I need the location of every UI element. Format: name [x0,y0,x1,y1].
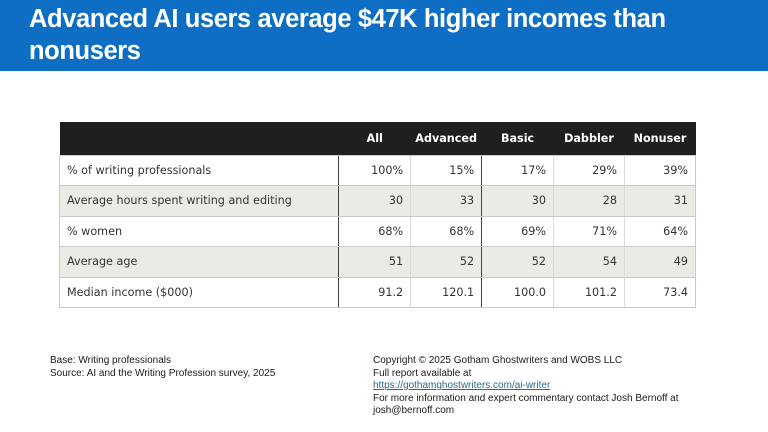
cell-all: 100% [338,154,411,186]
cell-nonuser: 31 [623,185,697,217]
row-label: Median income ($000) [58,276,339,308]
report-link[interactable]: https://gothamghostwriters.com/ai-writer [373,380,551,391]
cell-basic: 52 [481,246,554,278]
copyright-notes: Copyright © 2025 Gotham Ghostwriters and… [373,355,679,418]
column-header-basic: Basic [481,122,554,155]
cell-advanced: 68% [410,215,482,247]
copyright-note: Copyright © 2025 Gotham Ghostwriters and… [373,355,623,366]
table-row: Average age 51 52 52 54 49 [58,246,697,278]
cell-dabbler: 71% [553,215,625,247]
table-row: Average hours spent writing and editing … [58,185,697,217]
cell-nonuser: 64% [623,215,697,247]
cell-nonuser: 39% [623,154,697,186]
contact-note: For more information and expert commenta… [373,392,679,404]
cell-basic: 17% [481,154,554,186]
column-header-nonuser: Nonuser [624,122,696,155]
table-header-row: All Advanced Basic Dabbler Nonuser [59,122,696,155]
page-title: Advanced AI users average $47K higher in… [29,5,666,65]
table-row: % women 68% 68% 69% 71% 64% [58,215,697,247]
cell-dabbler: 54 [553,246,625,278]
cell-basic: 30 [481,185,554,217]
cell-all: 30 [338,185,411,217]
cell-dabbler: 28 [553,185,625,217]
cell-dabbler: 101.2 [553,276,625,308]
cell-advanced: 15% [410,154,482,186]
base-note: Base: Writing professionals [50,355,171,366]
column-header-advanced: Advanced [410,122,482,155]
row-label: Average hours spent writing and editing [58,185,339,217]
column-header-metric [59,122,339,155]
cell-all: 51 [338,246,411,278]
contact-email: josh@bernoff.com [373,405,455,416]
cell-basic: 100.0 [481,276,554,308]
table-row: Median income ($000) 91.2 120.1 100.0 10… [58,276,697,308]
column-header-all: All [338,122,411,155]
row-label: % of writing professionals [58,154,339,186]
cell-advanced: 120.1 [410,276,482,308]
cell-nonuser: 49 [623,246,697,278]
row-label: % women [58,215,339,247]
cell-all: 91.2 [338,276,411,308]
cell-advanced: 52 [410,246,482,278]
comparison-table: All Advanced Basic Dabbler Nonuser % of … [58,122,697,308]
column-header-dabbler: Dabbler [553,122,625,155]
table-row: % of writing professionals 100% 15% 17% … [58,154,697,186]
title-banner: Advanced AI users average $47K higher in… [0,0,768,71]
row-label: Average age [58,246,339,278]
cell-nonuser: 73.4 [623,276,697,308]
source-note: Source: AI and the Writing Profession su… [50,367,276,379]
cell-all: 68% [338,215,411,247]
report-label: Full report available at [373,367,472,379]
cell-advanced: 33 [410,185,482,217]
cell-dabbler: 29% [553,154,625,186]
source-notes: Base: Writing professionals Source: AI a… [50,355,275,380]
cell-basic: 69% [481,215,554,247]
